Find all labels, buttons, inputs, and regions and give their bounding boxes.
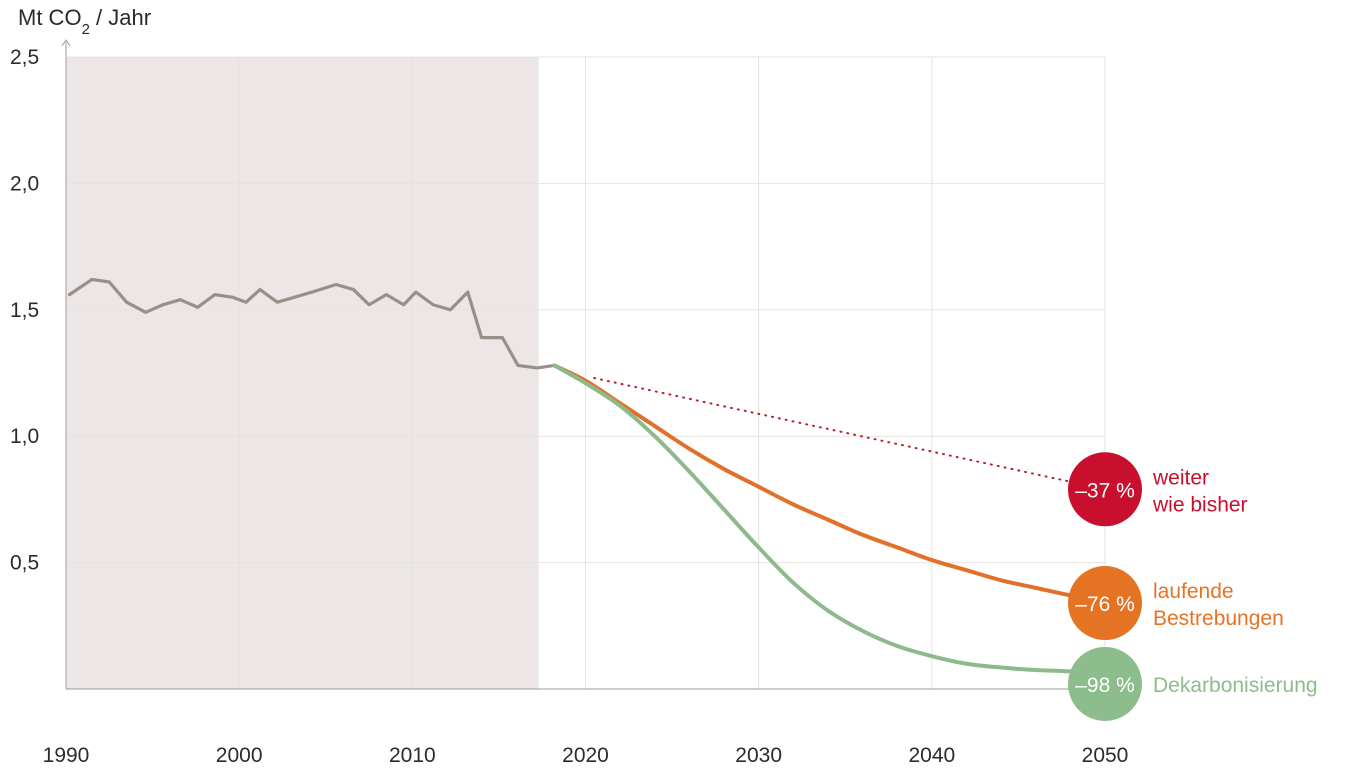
x-tick-label-6: 2050 (1082, 744, 1129, 767)
x-tick-label-1: 2000 (216, 744, 263, 767)
grid-layer (66, 56, 1106, 689)
x-tick-label-5: 2040 (908, 744, 955, 767)
y-axis-unit-title: Mt CO2 / Jahr (18, 5, 151, 38)
x-tick-label-0: 1990 (43, 744, 90, 767)
badge-dekarbonisierung-circle (1068, 646, 1142, 721)
y-axis-unit-prefix: Mt CO (18, 5, 82, 30)
badge-laufende-bestrebungen-percent: –76 % (1075, 593, 1135, 616)
badge-weiter-wie-bisher-percent: –37 % (1075, 479, 1135, 502)
badge-laufende-bestrebungen-label-line-1: Bestrebungen (1153, 607, 1284, 630)
series-weiter-wie-bisher-line (593, 377, 1106, 491)
series-historical-line (67, 277, 556, 370)
y-tick-label-0: 2,5 (10, 46, 39, 69)
y-axis-unit-subscript: 2 (82, 21, 90, 38)
badge-laufende-bestrebungen-label-line-0: laufende (1153, 580, 1234, 603)
historical-shading (66, 57, 539, 689)
series-laufende-bestrebungen-line (552, 363, 1073, 598)
badge-laufende-bestrebungen-circle (1068, 566, 1142, 641)
badge-weiter-wie-bisher-label-line-0: weiter (1152, 466, 1209, 489)
badge-dekarbonisierung-label-line-0: Dekarbonisierung (1153, 674, 1318, 697)
x-tick-label-3: 2020 (562, 744, 609, 767)
badge-weiter-wie-bisher-label-line-1: wie bisher (1152, 493, 1248, 516)
y-axis-unit-suffix: / Jahr (90, 5, 151, 30)
y-tick-label-2: 1,5 (10, 299, 39, 322)
y-tick-label-3: 1,0 (10, 425, 39, 448)
badge-dekarbonisierung-percent: –98 % (1075, 674, 1135, 697)
y-tick-label-4: 0,5 (10, 552, 39, 575)
x-tick-label-4: 2030 (735, 744, 782, 767)
series-dekarbonisierung-line (552, 363, 1073, 674)
y-axis-arrow (61, 39, 71, 47)
y-tick-label-1: 2,0 (10, 172, 39, 195)
x-tick-label-2: 2010 (389, 744, 436, 767)
badge-weiter-wie-bisher-circle (1068, 452, 1142, 527)
